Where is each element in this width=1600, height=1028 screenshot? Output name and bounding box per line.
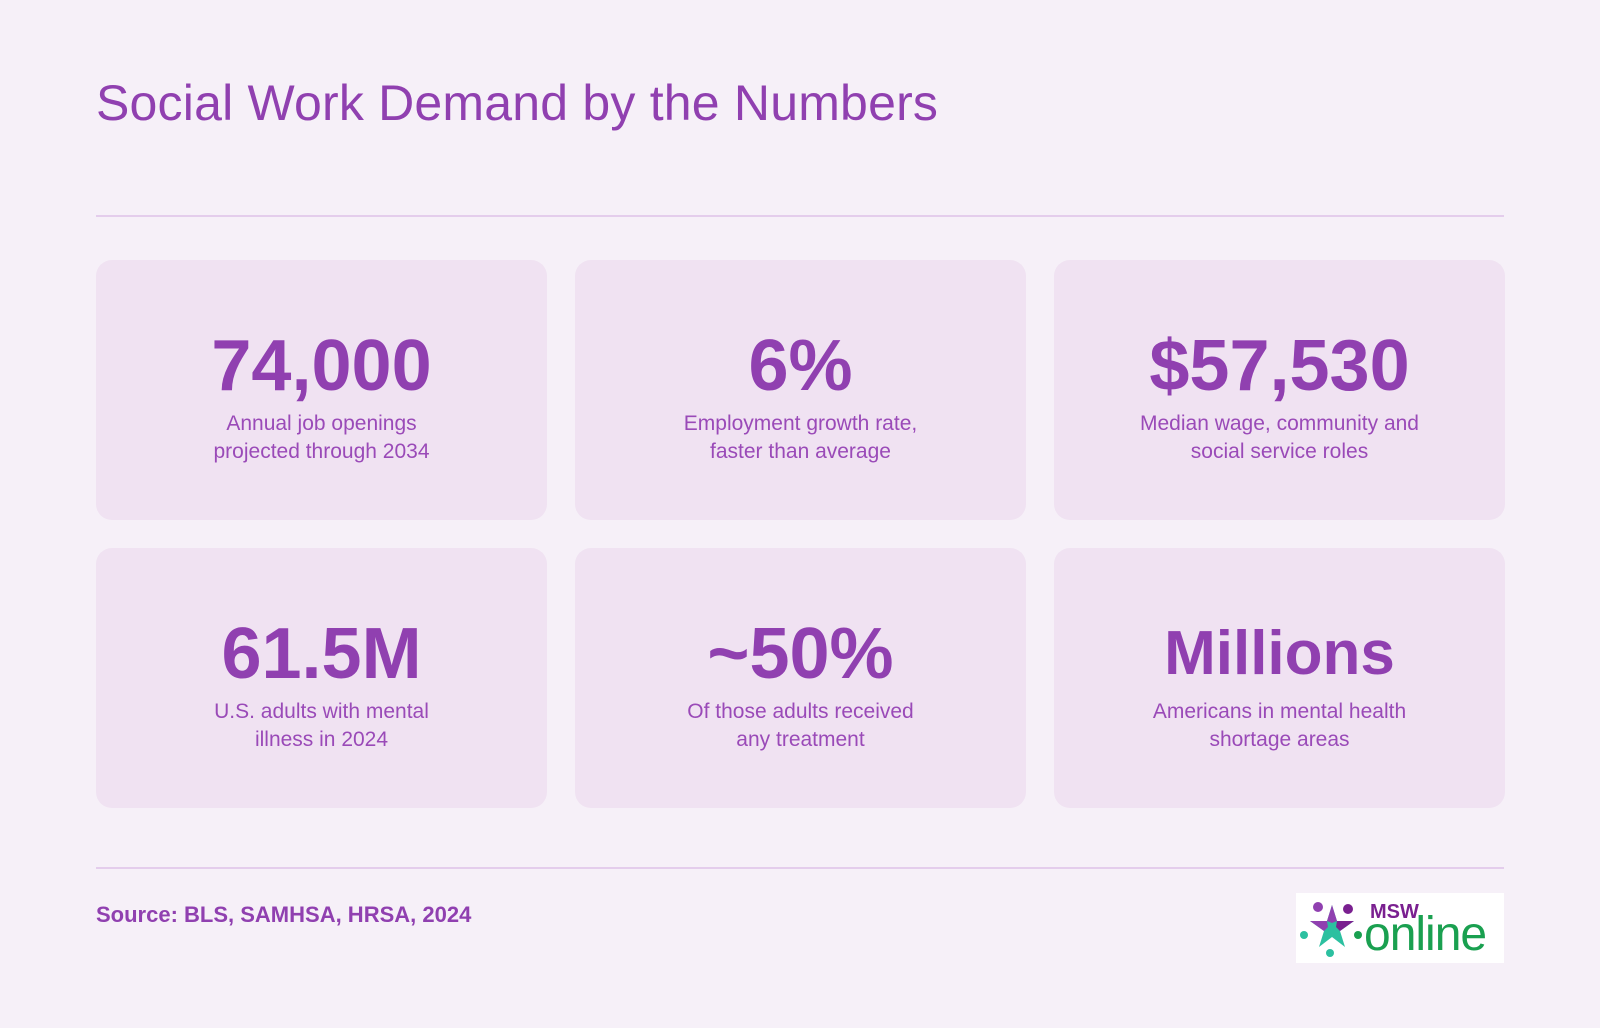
stat-value: 6% [748,326,853,406]
logo-online-text: online [1364,908,1487,961]
star-people-icon [1300,902,1362,957]
stat-label: Of those adults received any treatment [687,700,914,751]
stat-label: Annual job openings projected through 203… [213,412,430,463]
page-title: Social Work Demand by the Numbers [96,75,939,131]
stat-value: 74,000 [211,326,432,406]
stat-card-median-wage: $57,530 Median wage, community and social… [1054,260,1505,520]
stat-card-growth-rate: 6% Employment growth rate, faster than av… [575,260,1026,520]
stat-card-job-openings: 74,000 Annual job openings projected thro… [96,260,547,520]
stat-value: 61.5M [221,614,422,694]
stat-value: ~50% [707,614,894,694]
stats-grid: 74,000 Annual job openings projected thro… [96,260,1505,808]
stat-card-shortage-areas: Millions Americans in mental health short… [1054,548,1505,808]
msw-online-logo: MSW online [1296,893,1504,963]
stat-label: Employment growth rate, faster than avera… [683,412,918,463]
stat-value: $57,530 [1149,326,1410,406]
top-divider [96,215,1504,217]
source-citation: Source: BLS, SAMHSA, HRSA, 2024 [96,902,472,927]
stat-card-mental-illness: 61.5M U.S. adults with mental illness in … [96,548,547,808]
stat-value: Millions [1164,619,1395,688]
bottom-divider [96,867,1504,869]
stat-label: Median wage, community and social service… [1140,412,1419,463]
logo-msw-text: MSW [1370,901,1419,923]
stat-label: U.S. adults with mental illness in 2024 [214,700,429,751]
stat-card-treatment: ~50% Of those adults received any treatme… [575,548,1026,808]
stat-label: Americans in mental health shortage areas [1152,700,1407,751]
